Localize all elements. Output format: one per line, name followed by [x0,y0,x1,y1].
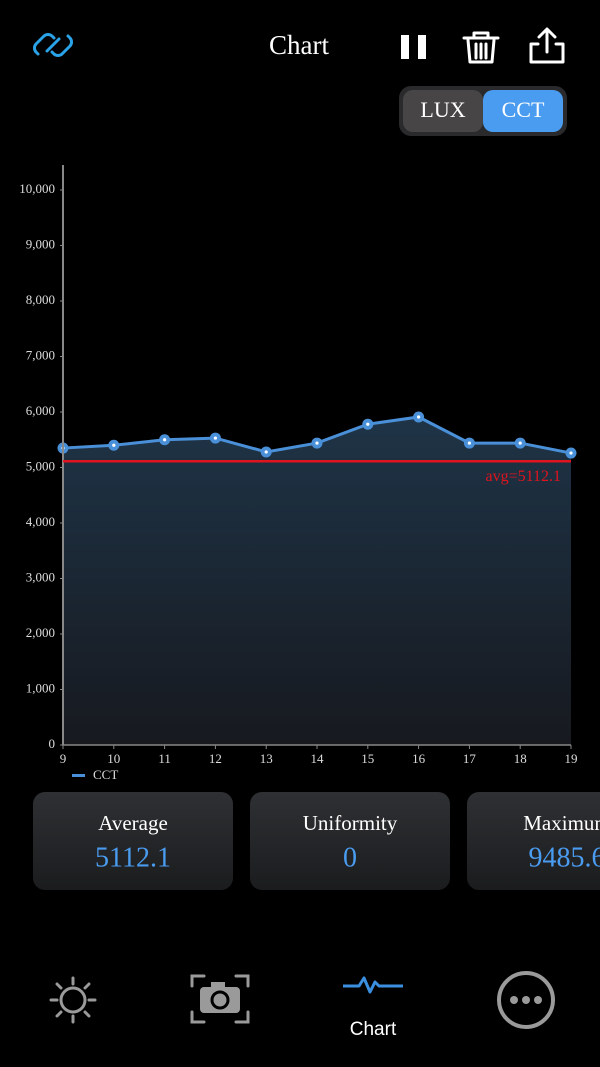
x-tick-label: 16 [412,751,426,766]
x-tick-label: 14 [311,751,325,766]
x-tick-label: 18 [514,751,527,766]
point-center [366,422,370,426]
x-tick-label: 13 [260,751,273,766]
y-tick-label: 9,000 [26,236,55,251]
x-tick-label: 9 [60,751,67,766]
y-tick-label: 5,000 [26,458,55,473]
pause-button[interactable] [401,35,426,59]
y-tick-label: 7,000 [26,347,55,362]
link-button[interactable] [33,33,73,57]
header-title: Chart [269,30,329,60]
stat-card [250,792,450,890]
point-center [467,441,471,445]
chart-tab[interactable]: Chart [343,976,403,1040]
point-center [213,436,217,440]
legend-swatch [72,774,85,777]
toggle-option[interactable] [483,90,563,132]
x-tick-label: 11 [158,751,171,766]
point-center [163,438,167,442]
delete-button[interactable] [462,31,500,64]
light-tab[interactable] [49,976,97,1024]
point-center [518,441,522,445]
stat-label: Uniformity [303,811,398,835]
x-tick-label: 15 [361,751,374,766]
y-tick-label: 0 [49,736,56,751]
y-tick-label: 10,000 [19,181,55,196]
toggle-label: LUX [420,97,465,122]
point-center [569,451,573,455]
camera-tab[interactable] [190,974,250,1024]
stat-value: 9485.6 [529,842,600,873]
point-center [264,450,268,454]
stat-value: 5112.1 [95,842,171,873]
y-tick-label: 4,000 [26,514,55,529]
y-tick-label: 6,000 [26,403,55,418]
stat-card [33,792,233,890]
stat-label: Average [98,811,168,835]
y-tick-label: 2,000 [26,625,55,640]
stat-value: 0 [343,842,357,873]
share-button[interactable] [529,27,565,64]
toggle-label: CCT [502,97,545,122]
average-label: avg=5112.1 [485,468,561,485]
y-tick-label: 3,000 [26,569,55,584]
point-center [112,443,116,447]
point-center [417,415,421,419]
stat-label: Maximum [523,811,600,835]
legend-label: CCT [93,767,118,782]
point-center [315,441,319,445]
y-tick-label: 8,000 [26,292,55,307]
tab-label: Chart [350,1019,397,1040]
area [63,416,571,745]
toggle-option[interactable] [403,90,483,132]
x-tick-label: 10 [107,751,120,766]
x-tick-label: 17 [463,751,477,766]
x-tick-label: 12 [209,751,222,766]
y-tick-label: 1,000 [26,680,55,695]
more-tab[interactable] [497,971,555,1029]
x-tick-label: 19 [565,751,578,766]
stat-card [467,792,600,890]
